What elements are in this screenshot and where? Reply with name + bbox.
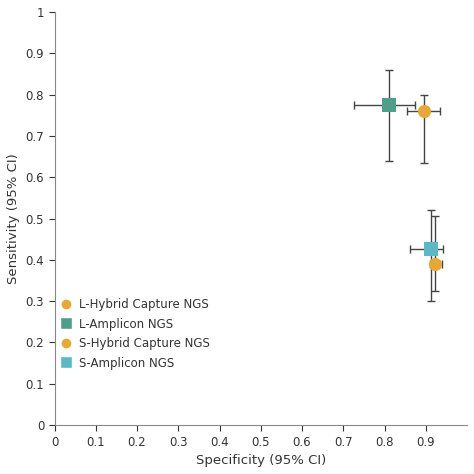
Y-axis label: Sensitivity (95% CI): Sensitivity (95% CI) [7, 153, 20, 284]
Point [427, 246, 435, 253]
X-axis label: Specificity (95% CI): Specificity (95% CI) [196, 454, 326, 467]
Point [385, 101, 392, 109]
Point [420, 107, 428, 115]
Point [431, 260, 438, 268]
Legend: L-Hybrid Capture NGS, L-Amplicon NGS, S-Hybrid Capture NGS, S-Amplicon NGS: L-Hybrid Capture NGS, L-Amplicon NGS, S-… [61, 298, 210, 370]
